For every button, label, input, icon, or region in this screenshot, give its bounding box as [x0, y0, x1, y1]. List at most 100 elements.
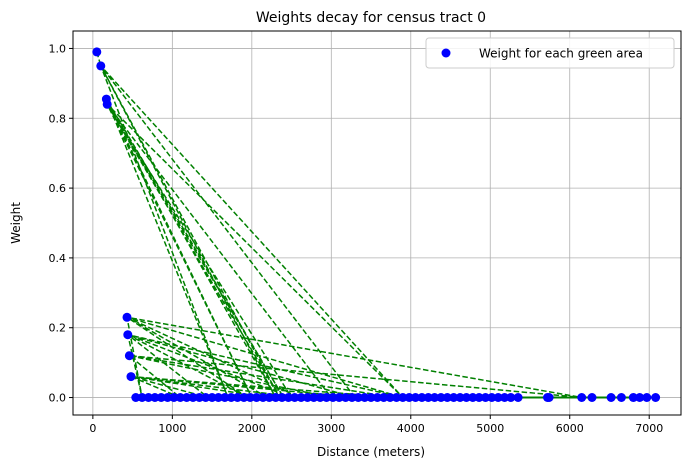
data-point — [175, 393, 185, 402]
data-point — [411, 393, 420, 402]
data-point — [423, 393, 433, 402]
data-point — [245, 393, 255, 402]
data-point — [258, 393, 268, 402]
data-point — [92, 47, 102, 57]
x-tick-label: 6000 — [556, 422, 584, 435]
data-point — [372, 393, 382, 402]
data-point — [366, 393, 376, 402]
data-point — [544, 393, 554, 402]
data-point — [474, 393, 484, 402]
data-point — [353, 393, 363, 402]
data-point — [442, 393, 452, 402]
data-point — [156, 393, 166, 402]
data-point — [239, 393, 249, 402]
data-point — [144, 393, 153, 402]
data-point — [296, 393, 306, 402]
data-point — [616, 393, 626, 402]
x-axis-label: Distance (meters) — [317, 445, 425, 459]
data-point — [163, 393, 173, 402]
data-point — [126, 372, 136, 382]
data-point — [264, 393, 274, 402]
data-point — [334, 393, 344, 402]
data-point — [122, 312, 132, 322]
data-point — [430, 393, 440, 402]
data-point — [309, 393, 319, 402]
data-point — [449, 393, 459, 402]
data-point — [188, 393, 198, 402]
x-tick-label: 4000 — [397, 422, 425, 435]
data-point — [124, 351, 134, 361]
data-point — [587, 393, 597, 402]
x-tick-label: 1000 — [158, 422, 186, 435]
data-point — [290, 393, 300, 402]
data-point — [461, 393, 471, 402]
data-point — [303, 393, 312, 402]
data-point — [379, 393, 389, 402]
x-tick-label: 0 — [89, 422, 96, 435]
data-point — [315, 393, 325, 402]
data-point — [96, 61, 106, 71]
data-point — [277, 393, 287, 402]
y-axis-ticks: 0.0 0.2 0.4 0.6 0.8 1.0 — [49, 42, 73, 405]
data-point — [436, 393, 446, 402]
data-point — [481, 393, 490, 402]
data-point — [207, 393, 217, 402]
data-point — [226, 393, 236, 402]
data-point — [283, 393, 293, 402]
data-point — [201, 393, 211, 402]
data-point — [347, 393, 357, 402]
x-tick-label: 2000 — [238, 422, 266, 435]
data-point — [271, 393, 281, 402]
x-axis-ticks: 0 1000 2000 3000 4000 5000 6000 7000 — [89, 415, 663, 435]
data-point — [417, 393, 427, 402]
data-point — [642, 393, 652, 402]
data-point — [577, 393, 587, 402]
y-tick-label: 0.8 — [49, 112, 67, 125]
dashed-line-series — [96, 51, 582, 400]
data-point — [169, 393, 179, 402]
data-point — [651, 393, 661, 402]
data-point — [628, 393, 638, 402]
data-point — [123, 330, 133, 340]
y-tick-label: 0.0 — [49, 392, 67, 405]
data-point — [398, 393, 408, 402]
data-point — [194, 393, 204, 402]
plot-frame — [72, 30, 682, 416]
chart-title: Weights decay for census tract 0 — [256, 10, 486, 26]
data-point — [131, 393, 141, 402]
legend-label: Weight for each green area — [479, 47, 643, 61]
data-point — [404, 393, 414, 402]
data-point — [392, 393, 401, 402]
data-point — [150, 393, 160, 402]
data-point — [487, 393, 497, 402]
legend: Weight for each green area — [425, 37, 675, 69]
x-tick-label: 3000 — [317, 422, 345, 435]
data-point — [635, 393, 645, 402]
y-tick-label: 0.6 — [49, 182, 67, 195]
data-point — [506, 393, 516, 402]
data-point — [493, 393, 503, 402]
data-point — [328, 393, 338, 402]
data-point — [137, 393, 147, 402]
data-point — [468, 393, 478, 402]
legend-marker — [441, 48, 451, 58]
data-point — [455, 393, 465, 402]
data-point — [220, 393, 230, 402]
data-point — [606, 393, 616, 402]
data-point — [360, 393, 370, 402]
legend-box — [425, 37, 675, 69]
data-point — [182, 393, 192, 402]
data-point — [385, 393, 395, 402]
x-tick-label: 7000 — [635, 422, 663, 435]
data-point — [513, 393, 523, 402]
data-point — [500, 393, 510, 402]
x-tick-label: 5000 — [476, 422, 504, 435]
data-point — [102, 99, 112, 109]
data-point — [213, 393, 223, 402]
y-tick-label: 1.0 — [49, 42, 67, 55]
data-point — [233, 393, 242, 402]
data-point — [322, 393, 331, 402]
y-tick-label: 0.2 — [49, 322, 67, 335]
data-point — [341, 393, 351, 402]
